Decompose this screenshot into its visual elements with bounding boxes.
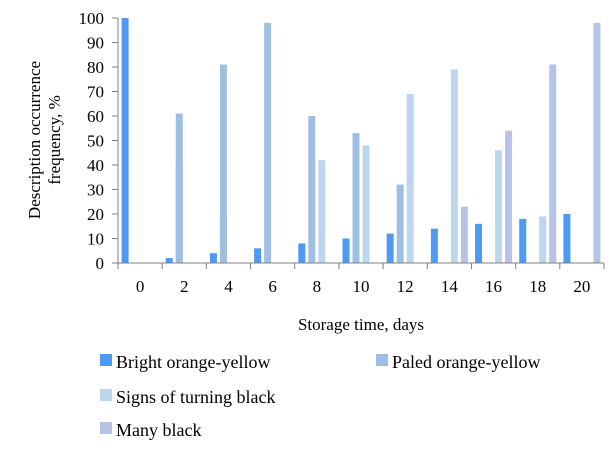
- x-tick-label: 8: [313, 277, 322, 296]
- legend-item-signs-of-turning-black: Signs of turning black: [100, 387, 276, 407]
- x-tick-label: 12: [397, 277, 414, 296]
- y-axis-title-text: Description occurrencefrequency, %: [25, 61, 64, 219]
- bar-signs-of-turning-black-day-10: [362, 145, 370, 263]
- y-tick-label: 20: [87, 205, 104, 224]
- tick-labels: 0 10 20 30 40 50 60 70 80 90 100 0 2 4 6 8 10 12 14 16 18 20: [79, 9, 591, 296]
- y-tick-label: 90: [87, 34, 104, 53]
- bar-signs-of-turning-black-day-14: [450, 69, 458, 263]
- y-tick-label: 80: [87, 58, 104, 77]
- bar-paled-orange-yellow-day-10: [352, 133, 360, 263]
- bar-many-black-day-16: [505, 130, 513, 263]
- legend-swatch: [100, 389, 112, 401]
- legend-swatch: [100, 422, 112, 434]
- bar-many-black-day-14: [460, 206, 468, 263]
- legend-label: Bright orange-yellow: [116, 352, 270, 372]
- bar-bright-orange-yellow-day-10: [342, 238, 350, 263]
- y-tick-label: 10: [87, 230, 104, 249]
- y-axis-title: Description occurrencefrequency, %: [25, 61, 64, 219]
- x-axis-title: Storage time, days: [298, 315, 424, 334]
- bar-signs-of-turning-black-day-8: [318, 160, 326, 263]
- x-tick-label: 16: [485, 277, 502, 296]
- plot-area: [121, 18, 601, 264]
- legend: Bright orange-yellow Paled orange-yellow S…: [100, 352, 540, 440]
- legend-label: Paled orange-yellow: [392, 352, 540, 372]
- legend-label: Signs of turning black: [116, 387, 276, 407]
- bar-signs-of-turning-black-day-16: [495, 150, 503, 263]
- legend-item-many-black: Many black: [100, 420, 201, 440]
- legend-swatch: [376, 354, 388, 366]
- x-tick-label: 6: [268, 277, 277, 296]
- x-tick-label: 4: [224, 277, 233, 296]
- bar-paled-orange-yellow-day-12: [396, 184, 404, 263]
- bar-bright-orange-yellow-day-12: [386, 233, 394, 263]
- axes: [112, 17, 605, 269]
- bar-paled-orange-yellow-day-8: [308, 116, 316, 263]
- y-tick-label: 30: [87, 181, 104, 200]
- bar-paled-orange-yellow-day-6: [264, 22, 272, 264]
- x-tick-label: 0: [136, 277, 145, 296]
- bar-bright-orange-yellow-day-2: [165, 258, 173, 263]
- x-tick-label: 2: [180, 277, 189, 296]
- bar-many-black-day-18: [549, 64, 557, 263]
- y-tick-label: 100: [79, 9, 105, 28]
- bar-bright-orange-yellow-day-4: [209, 253, 217, 263]
- legend-label: Many black: [116, 420, 201, 440]
- y-tick-label: 60: [87, 107, 104, 126]
- legend-swatch: [100, 354, 112, 366]
- bar-bright-orange-yellow-day-6: [254, 248, 262, 263]
- bar-bright-orange-yellow-day-8: [298, 243, 306, 263]
- bar-paled-orange-yellow-day-2: [175, 113, 183, 263]
- bar-bright-orange-yellow-day-14: [430, 228, 438, 263]
- legend-item-bright-orange-yellow: Bright orange-yellow: [100, 352, 270, 372]
- y-tick-label: 0: [96, 254, 105, 273]
- legend-item-paled-orange-yellow: Paled orange-yellow: [376, 352, 540, 372]
- y-tick-label: 40: [87, 156, 104, 175]
- bar-signs-of-turning-black-day-12: [406, 93, 414, 263]
- x-tick-label: 20: [573, 277, 590, 296]
- bar-paled-orange-yellow-day-4: [219, 64, 227, 263]
- y-tick-label: 70: [87, 83, 104, 102]
- x-tick-label: 14: [441, 277, 459, 296]
- bar-many-black-day-20: [593, 22, 601, 264]
- x-tick-label: 18: [529, 277, 546, 296]
- bar-bright-orange-yellow-day-16: [475, 223, 483, 263]
- bar-bright-orange-yellow-day-20: [563, 214, 571, 263]
- y-tick-label: 50: [87, 132, 104, 151]
- bar-signs-of-turning-black-day-18: [539, 216, 547, 263]
- bar-bright-orange-yellow-day-0: [121, 18, 129, 263]
- x-tick-label: 10: [353, 277, 370, 296]
- bar-bright-orange-yellow-day-18: [519, 218, 527, 263]
